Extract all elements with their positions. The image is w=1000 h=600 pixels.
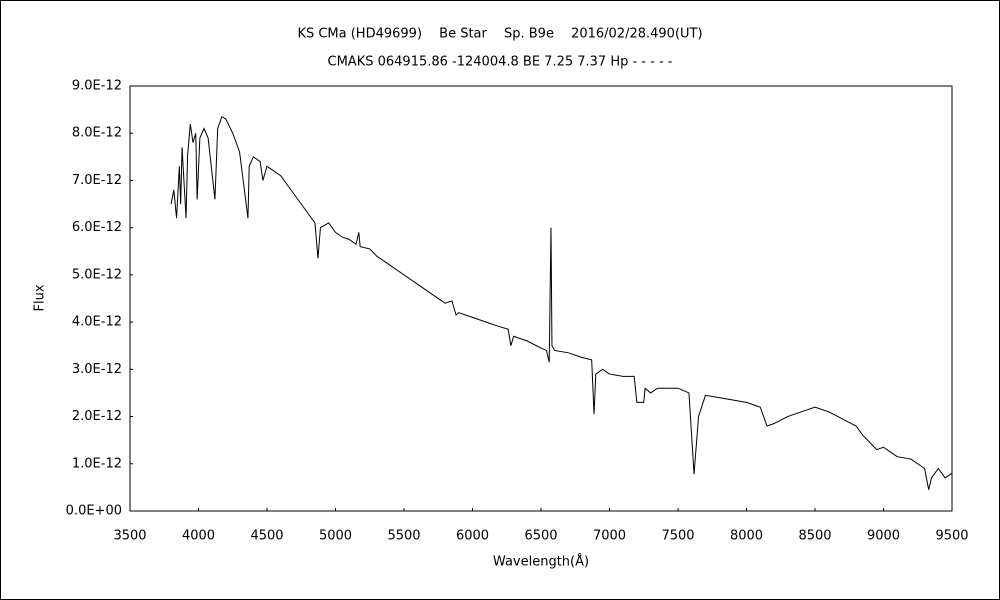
y-tick-label: 2.0E-12 [72, 409, 122, 424]
y-tick-label: 5.0E-12 [72, 267, 122, 282]
x-axis-label: Wavelength(Å) [493, 554, 589, 570]
y-tick-label: 7.0E-12 [72, 173, 122, 188]
x-tick-label: 4500 [250, 529, 283, 544]
x-tick-label: 5000 [319, 529, 352, 544]
x-tick-label: 6000 [456, 529, 489, 544]
x-tick-label: 8000 [730, 529, 763, 544]
y-tick-label: 9.0E-12 [72, 79, 122, 94]
y-tick-label: 6.0E-12 [72, 220, 122, 235]
y-tick-label: 4.0E-12 [72, 315, 122, 330]
y-tick-label: 1.0E-12 [72, 456, 122, 471]
x-tick-label: 3500 [113, 529, 146, 544]
y-tick-label: 8.0E-12 [72, 126, 122, 141]
x-tick-label: 8500 [798, 529, 831, 544]
chart-subtitle: CMAKS 064915.86 -124004.8 BE 7.25 7.37 H… [328, 55, 673, 70]
x-tick-label: 7000 [593, 529, 626, 544]
x-tick-label: 6500 [524, 529, 557, 544]
x-tick-label: 9000 [867, 529, 900, 544]
y-tick-label: 0.0E+00 [66, 504, 122, 519]
x-tick-label: 4000 [182, 529, 215, 544]
y-tick-label: 3.0E-12 [72, 362, 122, 377]
spectrum-line [170, 115, 953, 490]
x-tick-label: 5500 [387, 529, 420, 544]
x-tick-label: 9500 [935, 529, 968, 544]
chart-title: KS CMa (HD49699) Be Star Sp. B9e 2016/02… [297, 27, 702, 42]
x-tick-label: 7500 [661, 529, 694, 544]
y-axis-label: Flux [33, 284, 48, 311]
